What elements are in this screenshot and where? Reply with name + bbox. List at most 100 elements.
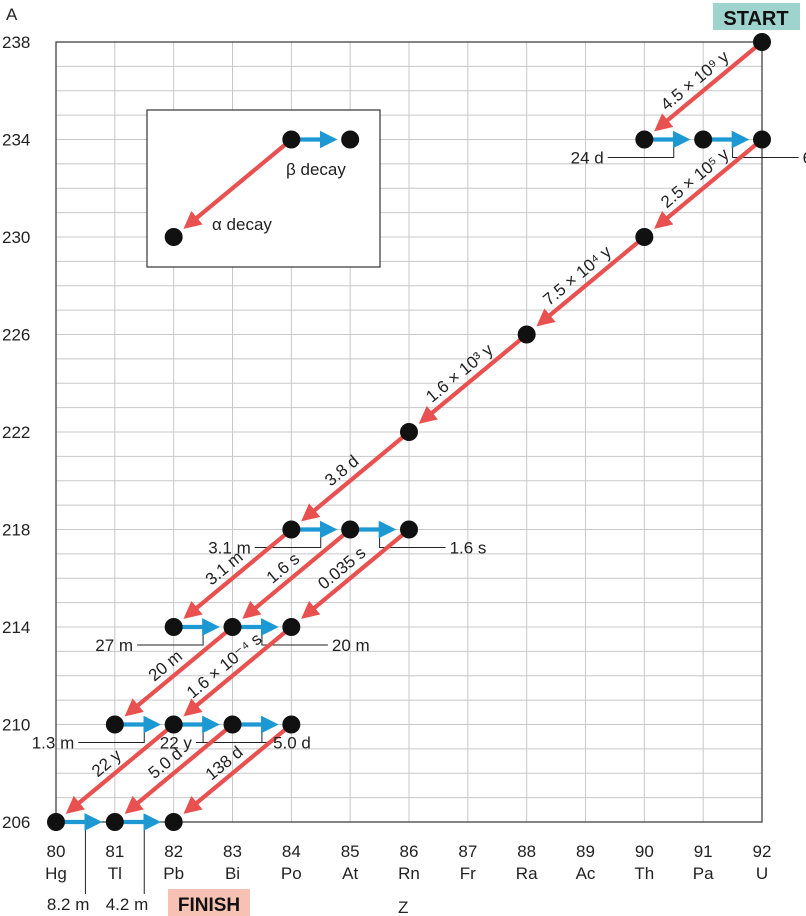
- nuclide-node: [282, 520, 301, 539]
- legend-frame: [146, 109, 381, 268]
- alpha-arrow: [654, 45, 758, 132]
- alpha-half-life-label: 7.5 × 10⁴ y: [539, 242, 615, 310]
- legend-node: [341, 130, 360, 149]
- nuclide-node: [47, 813, 65, 831]
- alpha-half-life-label: 1.6 × 10⁻⁴ s: [183, 629, 266, 702]
- legend-node: [282, 130, 301, 149]
- y-tick-label: 214: [2, 618, 30, 637]
- alpha-arrow: [536, 240, 640, 327]
- nuclide-node: [400, 520, 418, 539]
- finish-badge-bg: [168, 889, 250, 916]
- x-tick-number: 80: [47, 842, 66, 861]
- y-tick-label: 218: [2, 521, 30, 540]
- legend-node: [164, 228, 183, 246]
- alpha-arrow: [65, 728, 169, 814]
- alpha-arrow: [124, 728, 228, 814]
- beta-half-life-label: 27 m: [95, 636, 133, 655]
- nuclide-node: [105, 813, 124, 831]
- nuclide-node: [753, 130, 771, 149]
- x-tick-symbol: Bi: [225, 864, 240, 883]
- nuclide-node: [694, 130, 713, 149]
- alpha-arrow: [183, 533, 287, 619]
- x-tick-number: 91: [694, 842, 713, 861]
- nuclide-nodes: [47, 33, 771, 831]
- nuclide-node: [341, 520, 360, 539]
- beta-half-life-label: 5.0 d: [273, 734, 311, 753]
- y-tick-label: 206: [2, 813, 30, 832]
- x-tick-symbol: Hg: [45, 864, 67, 883]
- beta-half-life-label: 4.2 m: [106, 895, 149, 914]
- x-tick-symbol: Th: [634, 864, 654, 883]
- alpha-half-life-label: 2.5 × 10⁵ y: [657, 144, 733, 211]
- beta-half-life-label: 22 y: [160, 734, 193, 753]
- y-tick-label: 222: [2, 423, 30, 442]
- x-tick-number: 85: [341, 842, 360, 861]
- x-tick-number: 84: [282, 842, 301, 861]
- alpha-arrow: [301, 533, 405, 619]
- x-tick-symbol: Pa: [693, 864, 714, 883]
- legend-beta-label: β decay: [286, 160, 346, 179]
- alpha-arrow: [183, 728, 287, 814]
- alpha-arrow: [183, 630, 287, 717]
- finish-badge: FINISH: [168, 889, 250, 916]
- y-axis-title: A: [6, 5, 18, 24]
- y-tick-label: 210: [2, 716, 30, 735]
- beta-half-life-label: 20 m: [332, 636, 370, 655]
- nuclide-node: [164, 813, 183, 831]
- nuclide-node: [753, 33, 771, 51]
- y-tick-label: 230: [2, 228, 30, 247]
- x-tick-symbol: Rn: [398, 864, 420, 883]
- alpha-arrow: [242, 533, 346, 619]
- plot-frame: [55, 41, 763, 823]
- alpha-arrow: [418, 338, 522, 424]
- nuclide-node: [164, 715, 183, 734]
- x-tick-number: 89: [576, 842, 595, 861]
- nuclide-node: [223, 715, 242, 734]
- beta-half-life-label: 8.2 m: [47, 895, 90, 914]
- legend-box: β decay α decay: [146, 109, 381, 268]
- alpha-half-life-label: 1.6 × 10³ y: [422, 340, 497, 407]
- x-tick-symbol: Fr: [460, 864, 476, 883]
- alpha-half-life-label: 20 m: [145, 646, 186, 685]
- finish-label: FINISH: [178, 895, 240, 916]
- alpha-arrow: [654, 143, 758, 229]
- nuclide-node: [282, 618, 301, 636]
- nuclide-node: [164, 618, 183, 636]
- x-tick-symbol: Pb: [163, 864, 184, 883]
- nuclide-node: [223, 618, 242, 636]
- y-tick-label: 234: [2, 131, 30, 150]
- alpha-half-life-label: 22 y: [88, 745, 125, 780]
- y-axis-ticks: 206 210 214 218 222 226 230 234 238: [2, 33, 30, 832]
- nuclide-node: [282, 715, 301, 734]
- x-tick-number: 81: [105, 842, 124, 861]
- y-tick-label: 226: [2, 326, 30, 345]
- beta-half-life-label: 24 d: [571, 149, 604, 168]
- legend-alpha-arrow: [183, 143, 287, 229]
- beta-half-life-label: 3.1 m: [208, 539, 251, 558]
- x-tick-symbol: At: [342, 864, 358, 883]
- beta-half-life-label: 1.3 m: [32, 734, 75, 753]
- x-axis-ticks: 80 Hg 81 Tl 82 Pb 83 Bi 84 Po 85 At 86 Rn 87 Fr 88 Ra 89 Ac…: [45, 842, 771, 883]
- x-tick-number: 88: [517, 842, 536, 861]
- x-tick-number: 82: [164, 842, 183, 861]
- nuclide-node: [635, 130, 654, 149]
- x-tick-number: 92: [753, 842, 772, 861]
- beta-decay-arrows: [62, 130, 750, 831]
- x-tick-number: 83: [223, 842, 242, 861]
- nuclide-node: [105, 715, 124, 734]
- beta-half-life-label: 1.6 s: [450, 539, 487, 558]
- x-tick-symbol: Ac: [576, 864, 596, 883]
- nuclide-node: [635, 228, 654, 246]
- alpha-decay-arrows: [65, 45, 758, 814]
- x-tick-number: 87: [458, 842, 477, 861]
- start-badge: START: [713, 3, 800, 30]
- alpha-half-life-label: 1.6 s: [263, 549, 304, 587]
- x-tick-symbol: Po: [281, 864, 302, 883]
- y-tick-label: 238: [2, 33, 30, 52]
- alpha-half-life-label: 4.5 × 10⁹ y: [657, 47, 733, 115]
- x-axis-title: Z: [398, 898, 408, 916]
- beta-half-life-label: 6.7 h: [803, 149, 806, 168]
- alpha-arrow: [301, 435, 405, 522]
- x-tick-symbol: U: [756, 864, 768, 883]
